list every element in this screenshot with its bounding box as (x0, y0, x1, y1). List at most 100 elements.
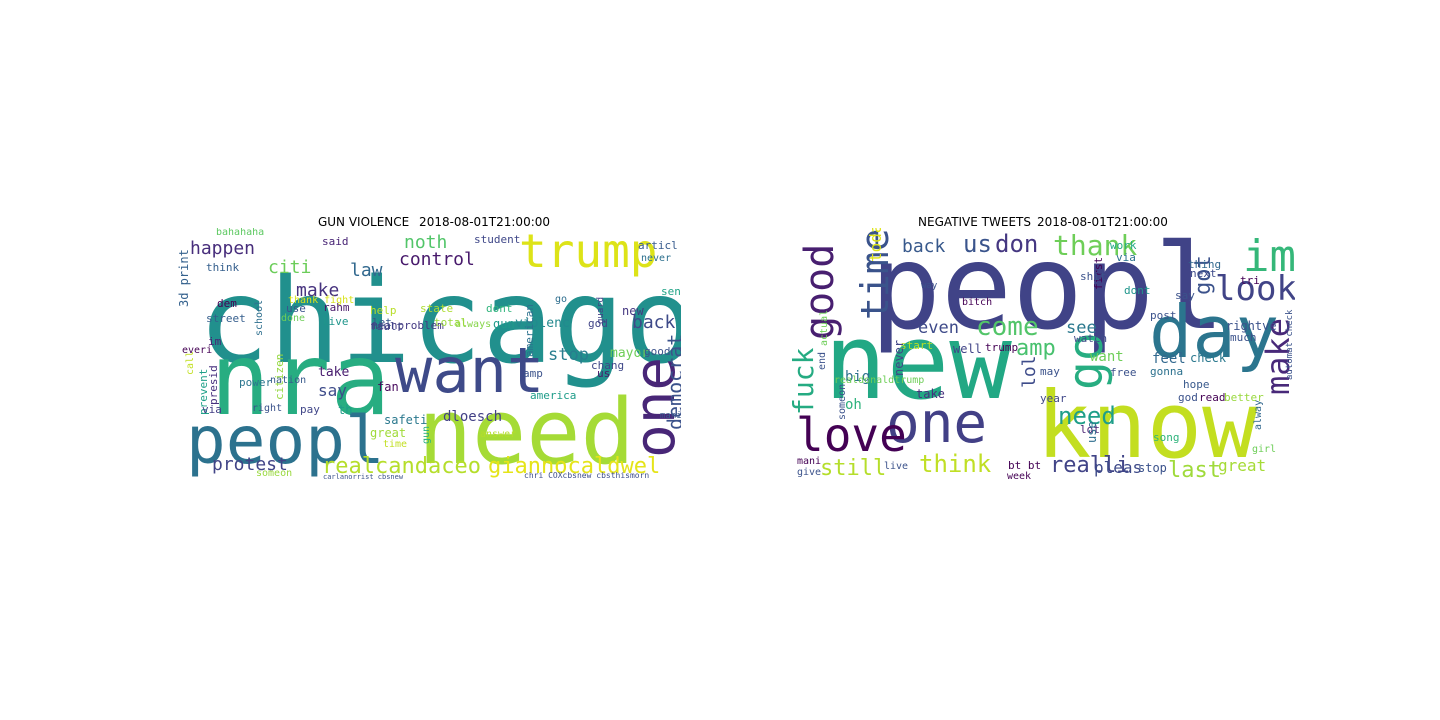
word-cloud-word: said (322, 235, 349, 248)
word-cloud-word: citi (268, 257, 312, 278)
word-cloud-word: even (918, 318, 959, 338)
word-cloud-word: giannocaldwel (488, 454, 661, 479)
word-cloud-word: last (1168, 458, 1221, 483)
word-cloud-word: dont (1124, 284, 1151, 297)
word-cloud-word: rightve (1226, 319, 1277, 333)
word-cloud-word: fuck (788, 347, 820, 415)
word-cloud-word: pay (300, 403, 320, 416)
word-cloud-word: im (208, 335, 222, 348)
word-cloud-word: give (797, 467, 822, 478)
word-cloud-word: dloesch (443, 409, 503, 425)
word-cloud-word: dont (486, 302, 513, 315)
word-cloud-word: someon (837, 383, 848, 420)
word-cloud-word: rahm (323, 301, 350, 314)
word-cloud-word: shit (1080, 270, 1107, 283)
word-cloud-word: happen (190, 238, 256, 259)
word-cloud-word: lol (1019, 355, 1040, 388)
word-cloud-word: amp (1016, 336, 1056, 361)
word-cloud-word: need (418, 380, 635, 485)
word-cloud-word: never (892, 339, 906, 376)
word-cloud-word: post (1150, 309, 1177, 322)
word-cloud-word: via (1116, 251, 1136, 264)
word-cloud-word: one (886, 391, 988, 456)
word-cloud-word: much (1230, 331, 1257, 344)
word-cloud-word: watch (1074, 332, 1108, 345)
negative-tweets-word-cloud: peopl new know day one love good time go im look ma… (788, 228, 1295, 486)
word-cloud-word: thing (1188, 258, 1222, 271)
word-cloud-word: law (350, 260, 383, 281)
word-cloud-word: gonna (1150, 365, 1184, 378)
word-cloud-word: gun (493, 317, 515, 331)
word-cloud-word: think (919, 450, 992, 478)
word-cloud-word: carlanorrist cbsnew (323, 473, 404, 481)
word-cloud-word: look (1215, 269, 1295, 309)
word-cloud-word: song (1153, 431, 1180, 444)
word-cloud-word: live (322, 315, 349, 328)
word-cloud-word: noth (404, 232, 448, 253)
word-cloud-word: lot (1080, 423, 1100, 436)
word-cloud-word: realdonaldtrump (834, 375, 925, 386)
word-cloud-word: next (1190, 267, 1217, 280)
word-cloud-word: chri COXcbsnew cbsthismorn (524, 471, 650, 480)
word-cloud-word: safeti (384, 413, 428, 427)
word-cloud-word: done (281, 313, 306, 324)
word-cloud-word: new (622, 304, 644, 318)
word-cloud-word: peopl (870, 228, 1226, 356)
word-cloud-word: america (530, 389, 577, 402)
word-cloud-word: im (1243, 231, 1295, 282)
word-cloud-word: free (1110, 366, 1137, 379)
word-cloud-word: power (239, 376, 273, 389)
word-cloud-word: know (1036, 372, 1258, 479)
word-cloud-word: need (1058, 402, 1116, 430)
word-cloud-word: peopl (186, 402, 385, 479)
word-cloud-word: amp (523, 367, 543, 380)
word-cloud-word: stop (1138, 461, 1167, 475)
word-cloud-word: god (588, 317, 608, 330)
word-cloud-word: street (206, 312, 246, 325)
word-cloud-word: god (1178, 391, 1198, 404)
word-cloud-word: us (597, 367, 611, 380)
word-cloud-word: chang (591, 359, 625, 372)
word-cloud-word: let (372, 316, 392, 329)
word-cloud-word: love (796, 408, 907, 462)
word-cloud-word: presid (207, 365, 220, 405)
word-cloud-word: read (1199, 391, 1226, 404)
word-cloud-word: better (1224, 391, 1264, 404)
word-cloud-word: nation (270, 375, 307, 386)
word-cloud-word: realli (1050, 453, 1130, 478)
word-cloud-word: want (1090, 349, 1124, 365)
word-cloud-word: right (252, 403, 283, 414)
word-cloud-word: call (185, 350, 196, 375)
word-cloud-word: meanproblem (371, 319, 444, 332)
word-cloud-word: check (1190, 351, 1227, 365)
word-cloud-word: take (318, 365, 350, 380)
word-cloud-word: time (383, 439, 408, 450)
word-cloud-word: day (1149, 290, 1280, 374)
word-cloud-word: bt bt (1008, 459, 1042, 472)
word-cloud-word: gun (421, 425, 432, 444)
word-cloud-word: use (1085, 421, 1099, 443)
word-cloud-word: state (420, 302, 454, 315)
word-cloud-word: feel (1152, 351, 1186, 367)
word-cloud-word: new (824, 301, 1012, 423)
word-cloud-word: answer (480, 429, 517, 440)
word-cloud-word: bahahaha (216, 228, 265, 238)
word-cloud-word: dem (217, 297, 237, 310)
word-cloud-word: use (286, 302, 306, 315)
word-cloud-word: great (370, 426, 407, 440)
word-cloud-word: mani (660, 411, 681, 421)
word-cloud-word: mani (797, 456, 822, 467)
word-cloud-word: bitch (962, 297, 993, 308)
word-cloud-word: great (1218, 456, 1267, 475)
word-cloud-word: take (916, 387, 945, 401)
word-cloud-word: live (884, 461, 909, 472)
word-cloud-word: trump (985, 341, 1019, 354)
word-cloud-word: well (953, 342, 982, 356)
word-cloud-word: fault (370, 320, 404, 333)
word-cloud-word: control (399, 249, 475, 270)
word-cloud-word: don (995, 230, 1039, 258)
word-cloud-word: total (434, 316, 468, 329)
word-cloud-word: alway (1253, 399, 1264, 430)
word-cloud-word: back (902, 236, 946, 257)
word-cloud-word: come (976, 312, 1039, 342)
